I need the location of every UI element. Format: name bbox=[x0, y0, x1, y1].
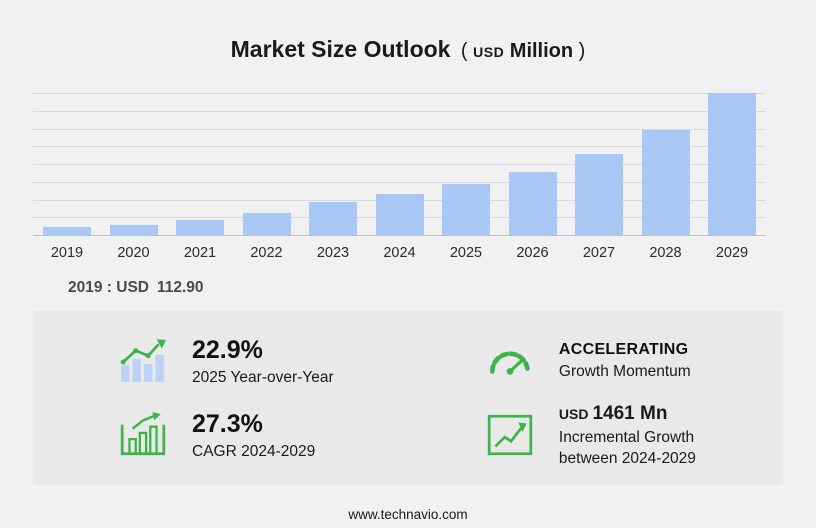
bar-2028 bbox=[641, 129, 690, 235]
bars bbox=[33, 93, 766, 235]
title-unit: ( USD Million ) bbox=[461, 40, 585, 62]
x-tick-label: 2026 bbox=[516, 245, 549, 261]
x-tick-label: 2020 bbox=[117, 245, 150, 261]
bar-2023 bbox=[309, 201, 357, 235]
stat-value-currency: USD bbox=[558, 405, 589, 422]
base-year-value: 112.90 bbox=[156, 279, 204, 296]
market-size-bar-chart bbox=[33, 93, 766, 236]
stat-text: 22.9% 2025 Year-over-Year bbox=[192, 335, 334, 388]
x-tick-label: 2023 bbox=[316, 245, 350, 261]
gridline bbox=[33, 128, 766, 130]
footer-url: www.technavio.com bbox=[348, 507, 468, 522]
cagr-chart-icon bbox=[118, 410, 168, 460]
bar-2025 bbox=[442, 184, 490, 235]
stat-incremental-growth: USD 1461 Mn Incremental Growth between 20… bbox=[453, 402, 763, 469]
stat-label: CAGR 2024-2029 bbox=[192, 442, 316, 460]
stat-value: 1461 Mn bbox=[592, 402, 668, 424]
bar-2020 bbox=[109, 225, 158, 235]
stat-label-line2: between 2024-2029 bbox=[558, 449, 696, 467]
x-tick-label: 2024 bbox=[383, 245, 416, 261]
gridline bbox=[33, 164, 766, 165]
bar-2019 bbox=[43, 227, 91, 235]
bar-2029 bbox=[708, 93, 756, 235]
gridline bbox=[33, 181, 766, 183]
base-year-annotation: 2019 : USD 112.90 bbox=[68, 279, 816, 297]
speedometer-icon bbox=[485, 336, 535, 386]
stat-value: 27.3% bbox=[192, 409, 263, 438]
incremental-growth-icon bbox=[485, 410, 535, 460]
unit-label: Million bbox=[509, 40, 574, 62]
page-title: Market Size Outlook ( USD Million ) bbox=[0, 0, 816, 63]
x-tick-label: 2027 bbox=[582, 245, 616, 261]
unit-currency: USD bbox=[473, 44, 505, 60]
stat-label: Growth Momentum bbox=[558, 363, 691, 381]
x-tick-label: 2022 bbox=[250, 245, 283, 261]
title-text: Market Size Outlook bbox=[230, 36, 451, 62]
stat-label: 2025 Year-over-Year bbox=[192, 368, 334, 386]
stat-cagr: 27.3% CAGR 2024-2029 bbox=[118, 409, 453, 462]
stat-text: 27.3% CAGR 2024-2029 bbox=[192, 409, 315, 462]
bar-2027 bbox=[575, 153, 623, 235]
stat-growth-momentum: ACCELERATING Growth Momentum bbox=[453, 336, 763, 386]
x-tick-label: 2028 bbox=[649, 245, 682, 261]
gridline bbox=[33, 110, 766, 112]
stat-value: ACCELERATING bbox=[558, 341, 689, 359]
gridline bbox=[33, 146, 766, 148]
x-axis-labels: 2019 2020 2021 2022 2023 2024 2025 2026 2027 2028… bbox=[33, 245, 766, 261]
unit-close-paren: ) bbox=[578, 40, 586, 62]
stat-value: 22.9% bbox=[192, 335, 263, 364]
stat-text: USD 1461 Mn Incremental Growth between 20… bbox=[559, 402, 696, 469]
x-tick-label: 2021 bbox=[183, 245, 217, 261]
bar-2021 bbox=[176, 220, 224, 235]
x-tick-label: 2025 bbox=[449, 245, 483, 261]
stat-value-row: USD 1461 Mn bbox=[559, 402, 696, 426]
stat-yoy-growth: 22.9% 2025 Year-over-Year bbox=[118, 335, 453, 388]
stat-text: ACCELERATING Growth Momentum bbox=[559, 340, 691, 381]
bar-2024 bbox=[375, 194, 424, 235]
bar-2022 bbox=[242, 213, 291, 235]
stats-panel: 22.9% 2025 Year-over-Year ACCELERATING G… bbox=[33, 311, 783, 485]
x-tick-label: 2019 bbox=[50, 245, 84, 261]
unit-open-paren: ( bbox=[460, 40, 468, 62]
stat-label-line1: Incremental Growth bbox=[558, 428, 695, 446]
x-tick-label: 2029 bbox=[715, 245, 749, 261]
gridline bbox=[33, 93, 766, 94]
bar-2026 bbox=[508, 171, 557, 235]
bar-chart-growth-icon bbox=[118, 336, 168, 386]
base-year-label: 2019 : USD bbox=[68, 279, 149, 296]
